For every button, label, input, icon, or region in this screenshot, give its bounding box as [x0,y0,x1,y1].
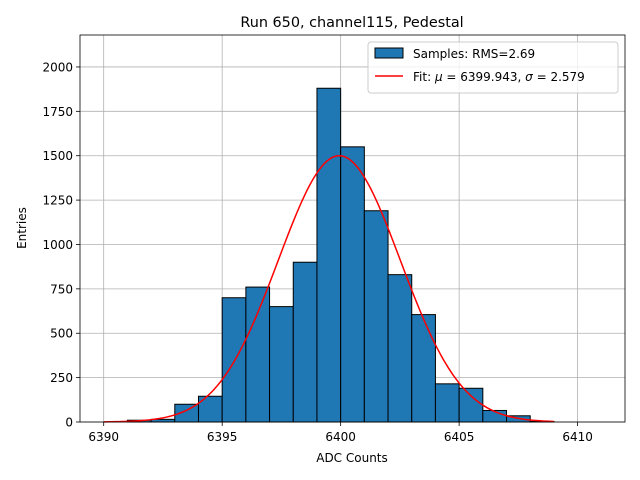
y-tick-label: 1500 [42,149,73,163]
fit-curve [103,154,554,423]
legend-label-samples: Samples: RMS=2.69 [413,47,535,61]
y-tick-label: 750 [50,282,73,296]
legend-label-fit: Fit: μ = 6399.943, σ = 2.579 [413,70,585,84]
y-tick-label: 0 [65,416,73,430]
legend-box [367,41,619,94]
histogram-bar [221,297,247,423]
y-tick-label: 1000 [42,238,73,252]
histogram-bar [245,286,271,423]
y-axis-ticks: 0 250 500 750 1000 1250 1500 1750 2000 [42,60,80,430]
legend-fit-sigma-value: = 2.579 [533,70,585,84]
y-tick-label: 1250 [42,194,73,208]
legend: Samples: RMS=2.69 Fit: μ = 6399.943, σ =… [367,41,619,94]
plot-area [80,35,625,423]
x-tick-label: 6400 [325,430,356,444]
histogram-bar [434,383,460,423]
legend-fit-mu-symbol: μ [434,70,443,84]
histogram-bar [316,87,342,423]
y-tick-label: 2000 [42,60,73,74]
legend-fit-prefix: Fit: [413,70,435,84]
legend-swatch-samples [374,47,404,59]
histogram-bar [269,306,294,423]
histogram-bar [411,314,436,423]
histogram-bars [126,87,555,423]
histogram-bar [292,261,318,423]
y-tick-label: 250 [50,371,73,385]
chart-title: Run 650, channel115, Pedestal [240,15,463,31]
histogram-bar [458,387,484,423]
axes-frame [79,34,626,423]
x-tick-label: 6390 [88,430,119,444]
x-tick-label: 6405 [444,430,475,444]
y-axis-label: Entries [15,207,29,249]
histogram-bar [340,146,365,423]
legend-fit-sigma-symbol: σ [525,70,533,84]
x-axis-label: ADC Counts [316,451,388,465]
histogram-bar [387,274,413,423]
x-axis-ticks: 6390 6395 6400 6405 6410 [88,422,593,444]
x-tick-label: 6410 [562,430,593,444]
y-tick-label: 500 [50,327,73,341]
legend-fit-mu-value: = 6399.943, [443,70,526,84]
x-tick-label: 6395 [207,430,238,444]
histogram-bar [363,210,389,423]
y-tick-label: 1750 [42,105,73,119]
